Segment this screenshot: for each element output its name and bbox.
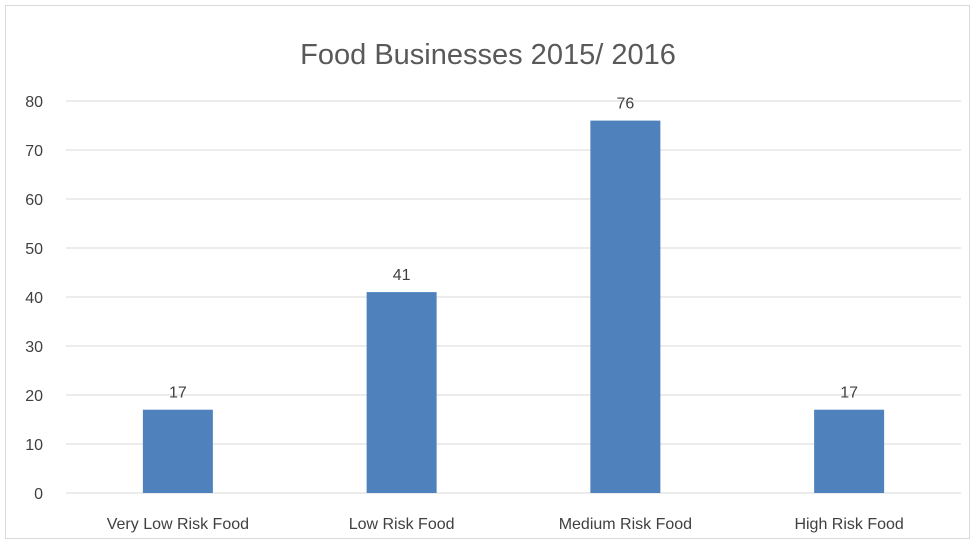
y-tick-label: 70 — [25, 143, 43, 160]
bar — [142, 409, 213, 493]
bar-chart: Food Businesses 2015/ 2016 0 10 20 30 40 50 60… — [25, 39, 961, 533]
data-label: 17 — [840, 385, 858, 402]
y-tick-label: 20 — [25, 388, 43, 405]
y-tick-label: 30 — [25, 339, 43, 356]
data-label: 76 — [616, 96, 634, 113]
y-tick-label: 40 — [25, 290, 43, 307]
y-axis-tick-labels: 0 10 20 30 40 50 60 70 80 — [25, 94, 43, 503]
data-label: 41 — [393, 267, 411, 284]
y-tick-label: 50 — [25, 241, 43, 258]
category-label: High Risk Food — [794, 516, 903, 533]
category-label: Medium Risk Food — [559, 516, 692, 533]
y-tick-label: 60 — [25, 192, 43, 209]
data-label: 17 — [169, 385, 187, 402]
y-tick-label: 80 — [25, 94, 43, 111]
chart-frame: Food Businesses 2015/ 2016 0 10 20 30 40 50 60… — [5, 5, 970, 539]
x-axis-category-labels: Very Low Risk Food Low Risk Food Medium Ri… — [107, 516, 904, 533]
category-label: Very Low Risk Food — [107, 516, 249, 533]
bars — [142, 120, 885, 493]
bar — [814, 409, 885, 493]
y-tick-label: 10 — [25, 437, 43, 454]
chart-title: Food Businesses 2015/ 2016 — [300, 39, 676, 71]
category-label: Low Risk Food — [349, 516, 455, 533]
bar — [366, 292, 437, 493]
gridlines — [66, 100, 961, 494]
bar — [590, 120, 661, 493]
y-tick-label: 0 — [34, 486, 43, 503]
data-labels: 17 41 76 17 — [169, 96, 858, 402]
